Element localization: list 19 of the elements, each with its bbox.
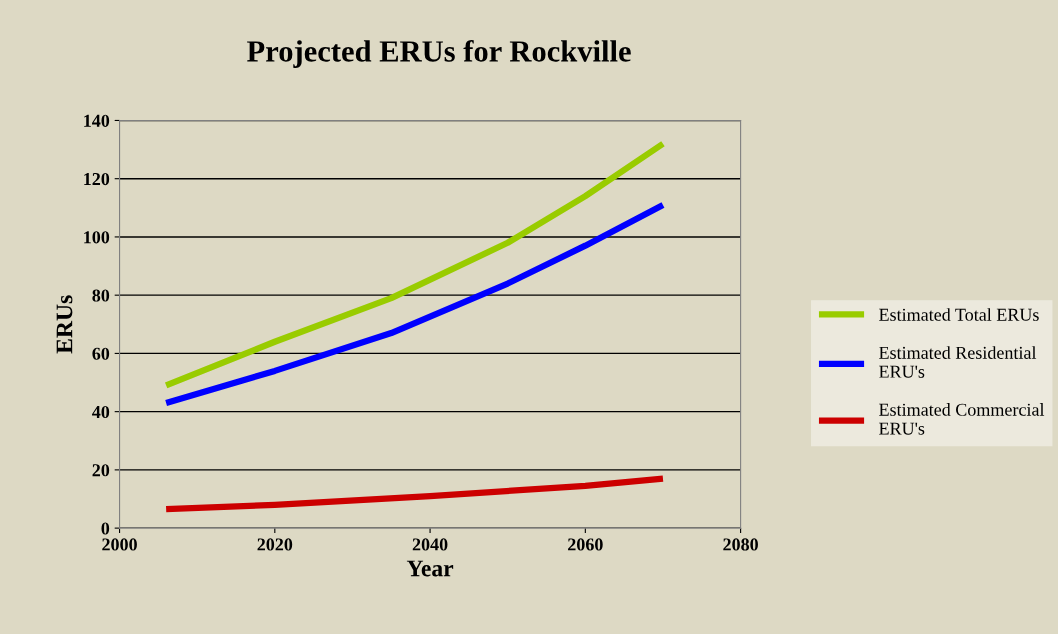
x-tick-label: 2040 (412, 538, 448, 551)
y-tick-label: 140 (84, 114, 110, 127)
y-tick-label: 100 (84, 231, 110, 244)
y-tick-label: 40 (92, 405, 110, 419)
x-tick-label: 2060 (568, 538, 603, 551)
x-tick-label: 2080 (723, 538, 758, 551)
y-axis-title: ERUs (56, 295, 73, 354)
x-axis-title: Year (406, 560, 454, 577)
y-tick-label: 80 (92, 289, 110, 302)
x-tick-label: 2000 (102, 538, 137, 551)
y-tick-label: 0 (101, 522, 110, 535)
x-tick-label: 2020 (257, 538, 293, 551)
y-tick-label: 20 (92, 464, 110, 477)
legend-label: Estimated Total ERUs (879, 308, 1039, 321)
chart-title: Projected ERUs for Rockville (247, 39, 631, 68)
y-tick-label: 120 (84, 172, 110, 186)
legend-label: Estimated Commercial ERU's (879, 403, 1045, 435)
y-tick-label: 60 (92, 347, 110, 360)
legend-label: Estimated Residential ERU's (879, 346, 1037, 378)
